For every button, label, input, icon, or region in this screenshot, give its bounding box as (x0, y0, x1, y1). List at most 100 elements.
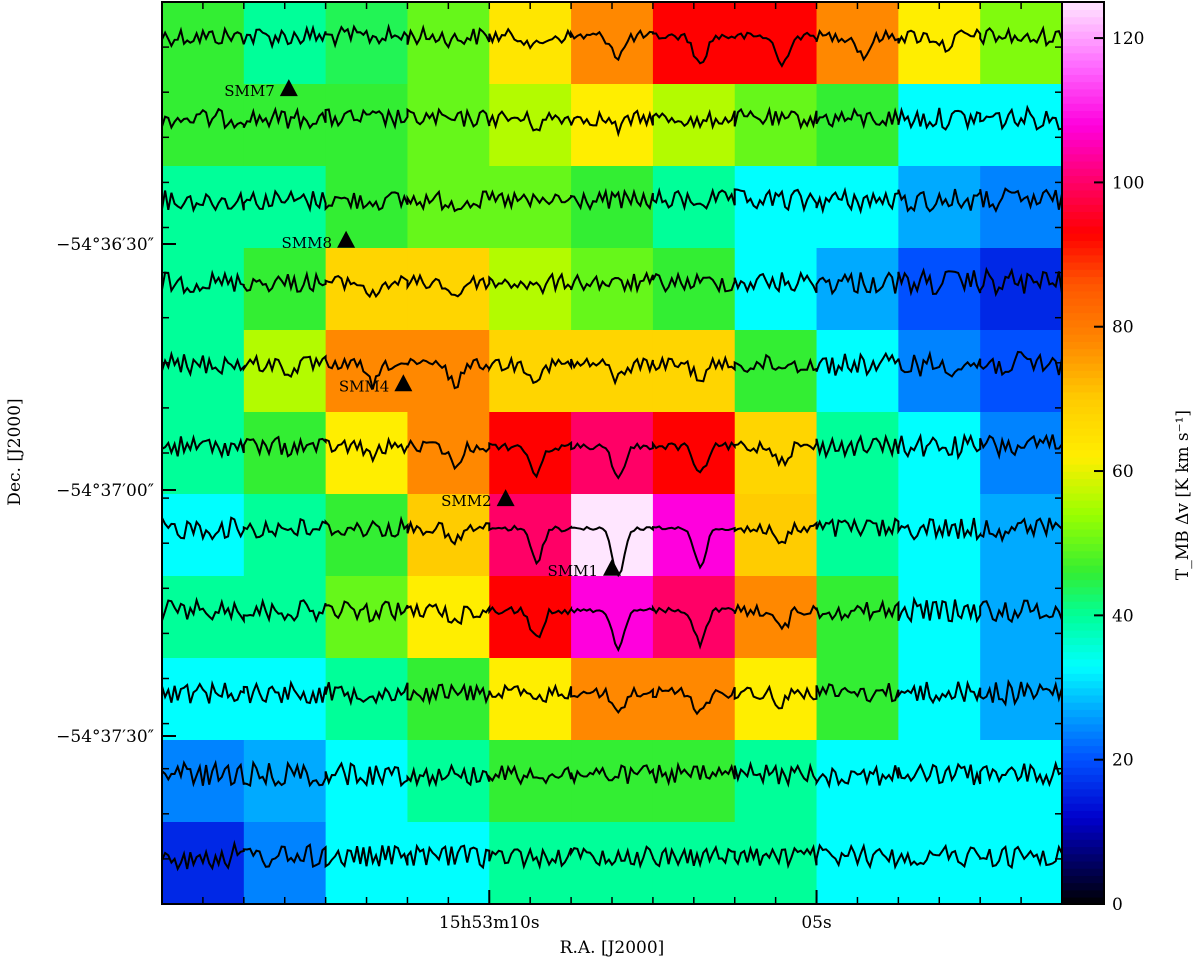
colorbar-segment (1062, 297, 1104, 306)
heatmap-cell (489, 658, 572, 741)
heatmap-cell (243, 412, 327, 495)
heatmap-cell (652, 658, 736, 741)
spectrum-line (161, 266, 1063, 299)
colorbar-segment (1062, 16, 1104, 25)
heatmap-cell (325, 2, 409, 85)
colorbar-segment (1062, 716, 1104, 725)
heatmap-cell (325, 412, 409, 495)
heatmap-cell (898, 412, 981, 495)
heatmap-cell (980, 166, 1063, 249)
colorbar-tick-label: 80 (1112, 318, 1134, 338)
heatmap-cell (489, 2, 572, 85)
heatmap-cell (325, 330, 409, 413)
colorbar-segment (1062, 535, 1104, 544)
colorbar-segment (1062, 896, 1104, 905)
colorbar-segment (1062, 189, 1104, 198)
colorbar-segment (1062, 254, 1104, 263)
source-marker-smm1 (603, 558, 621, 576)
colorbar-segment (1062, 276, 1104, 285)
colorbar-segment (1062, 572, 1104, 581)
source-label-smm2: SMM2 (441, 492, 492, 510)
colorbar-segment (1062, 550, 1104, 559)
colorbar-segment (1062, 305, 1104, 314)
heatmap-cell (816, 658, 899, 741)
colorbar-segment (1062, 117, 1104, 126)
heatmap-cell (571, 330, 654, 413)
heatmap-cell (980, 2, 1063, 85)
colorbar-segment (1062, 131, 1104, 140)
x-tick-label: 05s (801, 913, 831, 933)
spectrum-line (161, 23, 1063, 68)
spectrum-line (161, 432, 1063, 480)
heatmap-cell (652, 166, 736, 249)
colorbar-segment (1062, 738, 1104, 747)
heatmap-cell (734, 740, 818, 823)
spectra-overlay (161, 23, 1063, 872)
heatmap-cell (243, 2, 327, 85)
heatmap-cell (325, 166, 409, 249)
heatmap-cell (571, 412, 654, 495)
colorbar-segment (1062, 398, 1104, 407)
heatmap-cell (571, 84, 654, 167)
colorbar-segment (1062, 103, 1104, 112)
colorbar-segment (1062, 831, 1104, 840)
colorbar-segment (1062, 312, 1104, 321)
heatmap-cell (652, 494, 736, 577)
colorbar-segment (1062, 167, 1104, 176)
colorbar-segment (1062, 709, 1104, 718)
colorbar-segment (1062, 355, 1104, 364)
colorbar-segment (1062, 182, 1104, 191)
source-label-smm4: SMM4 (339, 377, 390, 395)
heatmap-cell (816, 494, 899, 577)
colorbar-segment (1062, 370, 1104, 379)
colorbar-segment (1062, 882, 1104, 891)
colorbar-segment (1062, 478, 1104, 487)
heatmap-cell (243, 658, 327, 741)
colorbar-segment (1062, 680, 1104, 689)
source-marker-smm4 (394, 374, 413, 392)
heatmap-cell (571, 740, 654, 823)
colorbar-segment (1062, 622, 1104, 631)
heatmap-cell (489, 330, 572, 413)
heatmap-cell (980, 84, 1063, 167)
colorbar-segment (1062, 30, 1104, 39)
colorbar-tick-label: 100 (1112, 173, 1144, 193)
colorbar-segment (1062, 384, 1104, 393)
source-label-smm7: SMM7 (224, 82, 275, 100)
colorbar-segment (1062, 723, 1104, 732)
colorbar-segment (1062, 341, 1104, 350)
colorbar-segment (1062, 146, 1104, 155)
colorbar-segment (1062, 730, 1104, 739)
colorbar-segment (1062, 867, 1104, 876)
heatmap-cell (162, 330, 245, 413)
spectrum-line (161, 350, 1063, 390)
colorbar-segment (1062, 557, 1104, 566)
heatmap-cell (980, 412, 1063, 495)
x-tick-label: 15h53m10s (439, 913, 540, 933)
colorbar-segment (1062, 175, 1104, 184)
heatmap-cell (734, 576, 818, 659)
colorbar-segment (1062, 218, 1104, 227)
colorbar-segment (1062, 240, 1104, 249)
colorbar-segment (1062, 247, 1104, 256)
colorbar-segment (1062, 377, 1104, 386)
colorbar-segment (1062, 817, 1104, 826)
heatmap-cell (571, 2, 654, 85)
heatmap-cell (243, 494, 327, 577)
colorbar-segment (1062, 362, 1104, 371)
heatmap-cell (162, 658, 245, 741)
colorbar-segment (1062, 788, 1104, 797)
heatmap-cell (243, 330, 327, 413)
heatmap-cell (816, 166, 899, 249)
heatmap-cell (571, 576, 654, 659)
spectrum-line (161, 186, 1063, 215)
heatmap-cell (980, 248, 1063, 331)
colorbar-segment (1062, 38, 1104, 47)
spectrum-line (161, 515, 1063, 578)
colorbar-segment (1062, 81, 1104, 90)
colorbar-segment (1062, 211, 1104, 220)
heatmap-cell (489, 576, 572, 659)
colorbar-segment (1062, 579, 1104, 588)
colorbar-segment (1062, 745, 1104, 754)
colorbar-segment (1062, 528, 1104, 537)
